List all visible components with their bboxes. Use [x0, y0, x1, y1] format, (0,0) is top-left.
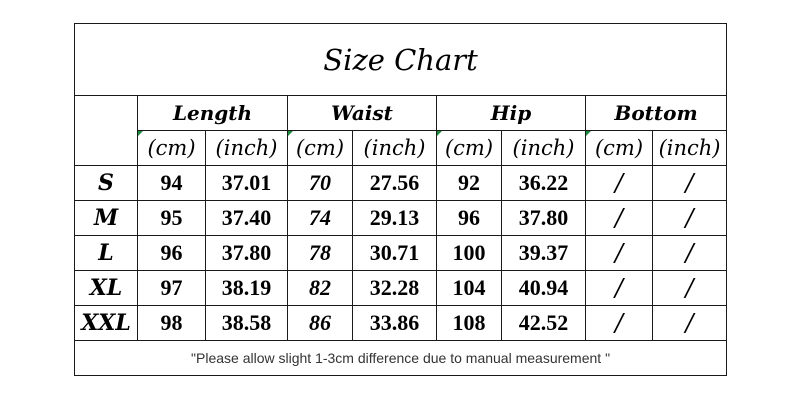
- size-label: L: [74, 235, 138, 271]
- bottom-inch-cell: /: [651, 270, 728, 306]
- hip-inch-cell: 37.80: [501, 200, 586, 236]
- length-cm-cell: 98: [137, 305, 206, 341]
- size-table: Size Chart Length Waist Hip Bottom (cm) …: [73, 23, 728, 376]
- size-chart: Size Chart Length Waist Hip Bottom (cm) …: [73, 23, 728, 377]
- bottom-cm-cell: /: [585, 270, 653, 306]
- hip-inch-cell: 42.52: [501, 305, 586, 341]
- unit-length-inch: (inch): [205, 130, 288, 166]
- comment-marker-icon: [586, 131, 591, 136]
- chart-title: Size Chart: [73, 23, 728, 96]
- hip-inch-cell: 40.94: [501, 270, 586, 306]
- header-length: Length: [137, 95, 288, 131]
- waist-cm-cell: 78: [287, 235, 353, 271]
- length-inch-cell: 37.01: [205, 165, 288, 201]
- bottom-cm-cell: /: [585, 200, 653, 236]
- size-label: XXL: [74, 305, 138, 341]
- bottom-cm-cell: /: [585, 305, 653, 341]
- waist-inch-cell: 27.56: [352, 165, 437, 201]
- unit-bottom-inch: (inch): [651, 130, 728, 166]
- length-inch-cell: 38.58: [205, 305, 288, 341]
- length-inch-cell: 37.80: [205, 235, 288, 271]
- hip-cm-cell: 108: [436, 305, 502, 341]
- waist-inch-cell: 32.28: [352, 270, 437, 306]
- bottom-cm-cell: /: [585, 165, 653, 201]
- hip-cm-cell: 96: [436, 200, 502, 236]
- size-label: XL: [74, 270, 138, 306]
- header-waist: Waist: [287, 95, 437, 131]
- waist-cm-cell: 74: [287, 200, 353, 236]
- table-row: M 95 37.40 74 29.13 96 37.80 / /: [74, 200, 728, 236]
- waist-inch-cell: 30.71: [352, 235, 437, 271]
- waist-inch-cell: 33.86: [352, 305, 437, 341]
- unit-label: (cm): [147, 136, 196, 160]
- length-cm-cell: 97: [137, 270, 206, 306]
- unit-hip-inch: (inch): [501, 130, 586, 166]
- table-row: L 96 37.80 78 30.71 100 39.37 / /: [74, 235, 728, 271]
- size-header-corner: [74, 95, 138, 166]
- unit-waist-cm: (cm): [287, 130, 353, 166]
- unit-waist-inch: (inch): [352, 130, 437, 166]
- unit-length-cm: (cm): [137, 130, 206, 166]
- header-bottom: Bottom: [584, 95, 728, 131]
- length-cm-cell: 94: [137, 165, 206, 201]
- table-row: S 94 37.01 70 27.56 92 36.22 / /: [74, 165, 728, 201]
- length-inch-cell: 37.40: [205, 200, 288, 236]
- unit-label: (cm): [444, 136, 494, 160]
- hip-inch-cell: 39.37: [501, 235, 586, 271]
- waist-cm-cell: 86: [287, 305, 353, 341]
- waist-inch-cell: 29.13: [352, 200, 437, 236]
- header-hip: Hip: [436, 95, 586, 131]
- hip-inch-cell: 36.22: [501, 165, 586, 201]
- table-row: XL 97 38.19 82 32.28 104 40.94 / /: [74, 270, 728, 306]
- waist-cm-cell: 70: [287, 165, 353, 201]
- length-inch-cell: 38.19: [205, 270, 288, 306]
- bottom-cm-cell: /: [585, 235, 653, 271]
- hip-cm-cell: 104: [436, 270, 502, 306]
- size-label: M: [74, 200, 138, 236]
- bottom-inch-cell: /: [651, 165, 728, 201]
- hip-cm-cell: 92: [436, 165, 502, 201]
- hip-cm-cell: 100: [436, 235, 502, 271]
- unit-label: (cm): [594, 136, 644, 160]
- length-cm-cell: 95: [137, 200, 206, 236]
- bottom-inch-cell: /: [651, 305, 728, 341]
- comment-marker-icon: [437, 131, 442, 136]
- comment-marker-icon: [288, 131, 293, 136]
- length-cm-cell: 96: [137, 235, 206, 271]
- measurement-note: "Please allow slight 1-3cm difference du…: [73, 340, 728, 376]
- comment-marker-icon: [138, 131, 143, 136]
- table-row: XXL 98 38.58 86 33.86 108 42.52 / /: [74, 305, 728, 341]
- size-label: S: [74, 165, 138, 201]
- bottom-inch-cell: /: [651, 200, 728, 236]
- waist-cm-cell: 82: [287, 270, 353, 306]
- unit-label: (cm): [295, 136, 345, 160]
- unit-bottom-cm: (cm): [585, 130, 653, 166]
- unit-hip-cm: (cm): [436, 130, 502, 166]
- bottom-inch-cell: /: [651, 235, 728, 271]
